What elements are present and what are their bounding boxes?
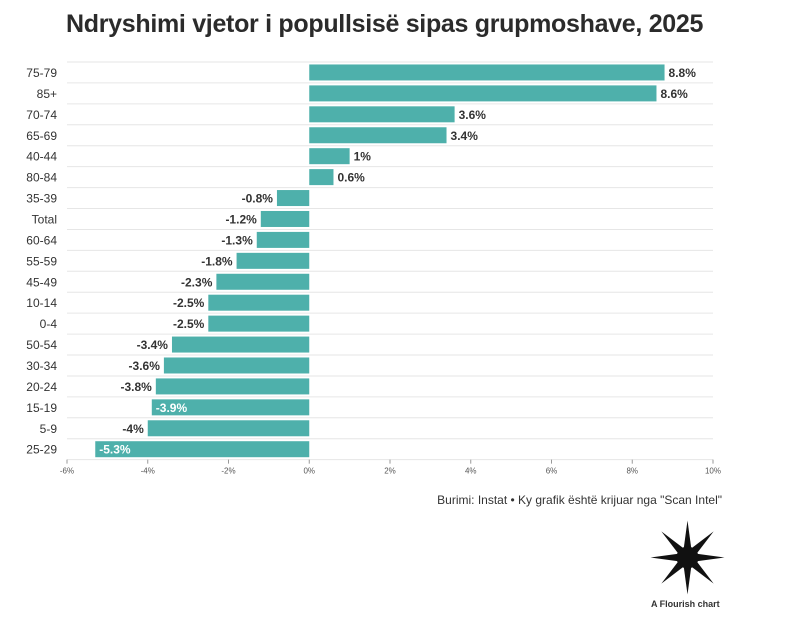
- bar: [309, 85, 657, 102]
- value-label: -3.8%: [120, 380, 152, 394]
- bar: [155, 378, 310, 395]
- value-label: -2.5%: [173, 296, 205, 310]
- bar: [309, 127, 447, 144]
- category-label: 45-49: [26, 275, 57, 289]
- value-label: -2.5%: [173, 317, 205, 331]
- value-label: -4%: [122, 422, 144, 436]
- bar-chart: 75-79 85+ 70-74 65-69 40-44 80-84 35-39 Total 60…: [26, 61, 721, 476]
- bar: [151, 399, 310, 416]
- category-label: 0-4: [40, 317, 58, 331]
- value-label: -3.9%: [156, 401, 188, 415]
- category-label: 70-74: [26, 108, 57, 122]
- value-labels: 8.8% 8.6% 3.6% 3.4% 1% 0.6% -0.8% -1.2% -1.3% -1.…: [99, 66, 696, 457]
- x-tick-label: 4%: [465, 467, 477, 476]
- value-label: -1.3%: [221, 233, 253, 247]
- source-note: Burimi: Instat • Ky grafik është krijuar…: [437, 493, 722, 507]
- flourish-logo-icon: [650, 520, 725, 595]
- gridlines: [67, 61, 713, 461]
- x-tick-label: 2%: [384, 467, 396, 476]
- bar: [309, 106, 455, 123]
- value-label: -1.8%: [201, 254, 233, 268]
- x-tick-label: -2%: [221, 467, 235, 476]
- category-label: 10-14: [26, 296, 57, 310]
- category-label: 40-44: [26, 150, 57, 164]
- category-label: 30-34: [26, 359, 57, 373]
- x-tick-label: 10%: [705, 467, 721, 476]
- value-label: 8.6%: [660, 87, 688, 101]
- value-label: 3.4%: [451, 129, 479, 143]
- value-label: 3.6%: [459, 108, 487, 122]
- bar: [216, 273, 310, 290]
- flourish-credit: A Flourish chart: [651, 599, 720, 609]
- bar: [171, 336, 310, 353]
- category-labels: 75-79 85+ 70-74 65-69 40-44 80-84 35-39 Total 60…: [26, 66, 57, 457]
- bar: [256, 231, 310, 248]
- category-label: 20-24: [26, 380, 57, 394]
- value-label: -5.3%: [99, 443, 131, 457]
- bar: [208, 315, 310, 332]
- bar: [260, 210, 310, 227]
- bar: [309, 169, 334, 186]
- bar: [309, 64, 665, 81]
- bar: [309, 148, 350, 165]
- bar: [276, 190, 310, 207]
- category-label: 50-54: [26, 338, 57, 352]
- category-label: 60-64: [26, 233, 57, 247]
- bar: [208, 294, 310, 311]
- category-label: 15-19: [26, 401, 57, 415]
- x-axis: -6% -4% -2% 0% 2% 4% 6% 8% 10%: [60, 459, 721, 476]
- category-label: 5-9: [40, 422, 58, 436]
- value-label: -2.3%: [181, 275, 213, 289]
- value-label: 0.6%: [337, 171, 365, 185]
- x-tick-label: -6%: [60, 467, 74, 476]
- category-label: Total: [32, 212, 57, 226]
- x-tick-label: -4%: [141, 467, 155, 476]
- category-label: 80-84: [26, 171, 57, 185]
- bar: [147, 420, 310, 437]
- category-label: 75-79: [26, 66, 57, 80]
- category-label: 25-29: [26, 443, 57, 457]
- value-label: 1%: [354, 150, 372, 164]
- bar: [236, 252, 310, 269]
- value-label: -1.2%: [225, 212, 257, 226]
- x-tick-label: 8%: [626, 467, 638, 476]
- category-label: 65-69: [26, 129, 57, 143]
- category-label: 55-59: [26, 254, 57, 268]
- category-label: 85+: [37, 87, 57, 101]
- bar: [163, 357, 310, 374]
- chart-title: Ndryshimi vjetor i popullsisë sipas grup…: [66, 10, 704, 38]
- value-label: -3.4%: [137, 338, 169, 352]
- x-tick-label: 0%: [303, 467, 315, 476]
- value-label: -0.8%: [242, 192, 274, 206]
- bars: [95, 64, 665, 458]
- value-label: 8.8%: [669, 66, 697, 80]
- bar: [95, 441, 310, 458]
- category-label: 35-39: [26, 192, 57, 206]
- x-tick-label: 6%: [546, 467, 558, 476]
- value-label: -3.6%: [129, 359, 161, 373]
